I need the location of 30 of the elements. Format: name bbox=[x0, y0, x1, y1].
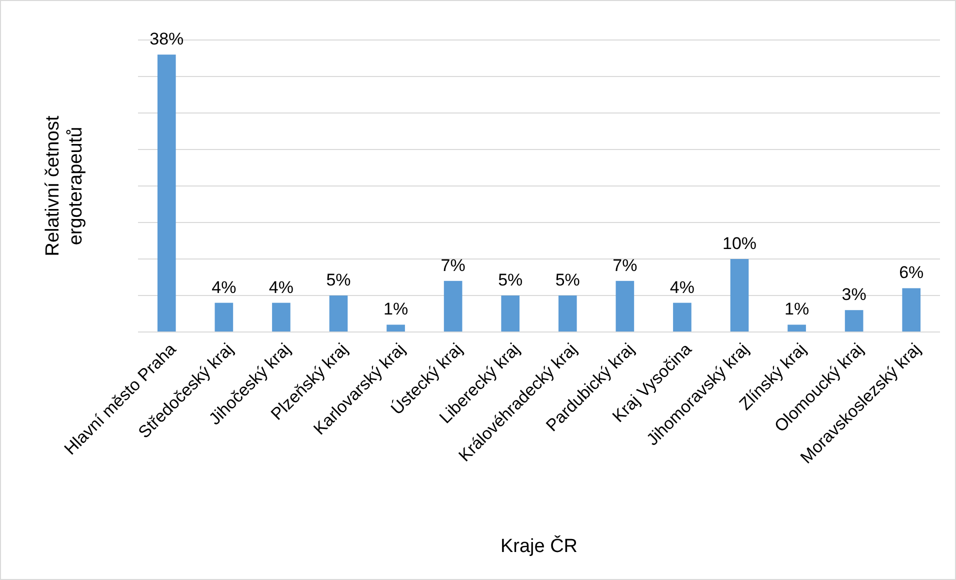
x-axis-title: Kraje ČR bbox=[500, 535, 578, 557]
bar bbox=[844, 310, 864, 332]
data-label: 5% bbox=[555, 270, 580, 290]
bar bbox=[386, 324, 405, 332]
data-label: 7% bbox=[612, 256, 638, 275]
data-label: 5% bbox=[498, 270, 523, 290]
data-label: 6% bbox=[899, 263, 924, 282]
bar bbox=[616, 280, 634, 332]
data-label: 4% bbox=[268, 278, 294, 297]
bar bbox=[214, 302, 234, 332]
bar bbox=[730, 259, 749, 332]
data-label: 10% bbox=[722, 234, 757, 253]
data-label: 38% bbox=[150, 30, 184, 49]
data-label: 4% bbox=[670, 278, 695, 297]
bar bbox=[673, 302, 692, 332]
data-label: 4% bbox=[212, 278, 236, 297]
bar bbox=[444, 280, 462, 332]
bar bbox=[272, 302, 290, 332]
data-label: 1% bbox=[383, 300, 408, 319]
bar bbox=[157, 54, 176, 332]
bar bbox=[329, 296, 348, 332]
data-label: 5% bbox=[326, 270, 351, 290]
data-label: 3% bbox=[842, 285, 866, 304]
bar bbox=[558, 296, 577, 332]
data-label: 1% bbox=[784, 300, 810, 319]
bar bbox=[501, 296, 520, 332]
bar bbox=[902, 288, 921, 332]
data-label: 7% bbox=[440, 256, 466, 275]
y-axis-title: Relativní četnost ergoterapeutů bbox=[42, 115, 86, 256]
bar bbox=[788, 324, 806, 332]
